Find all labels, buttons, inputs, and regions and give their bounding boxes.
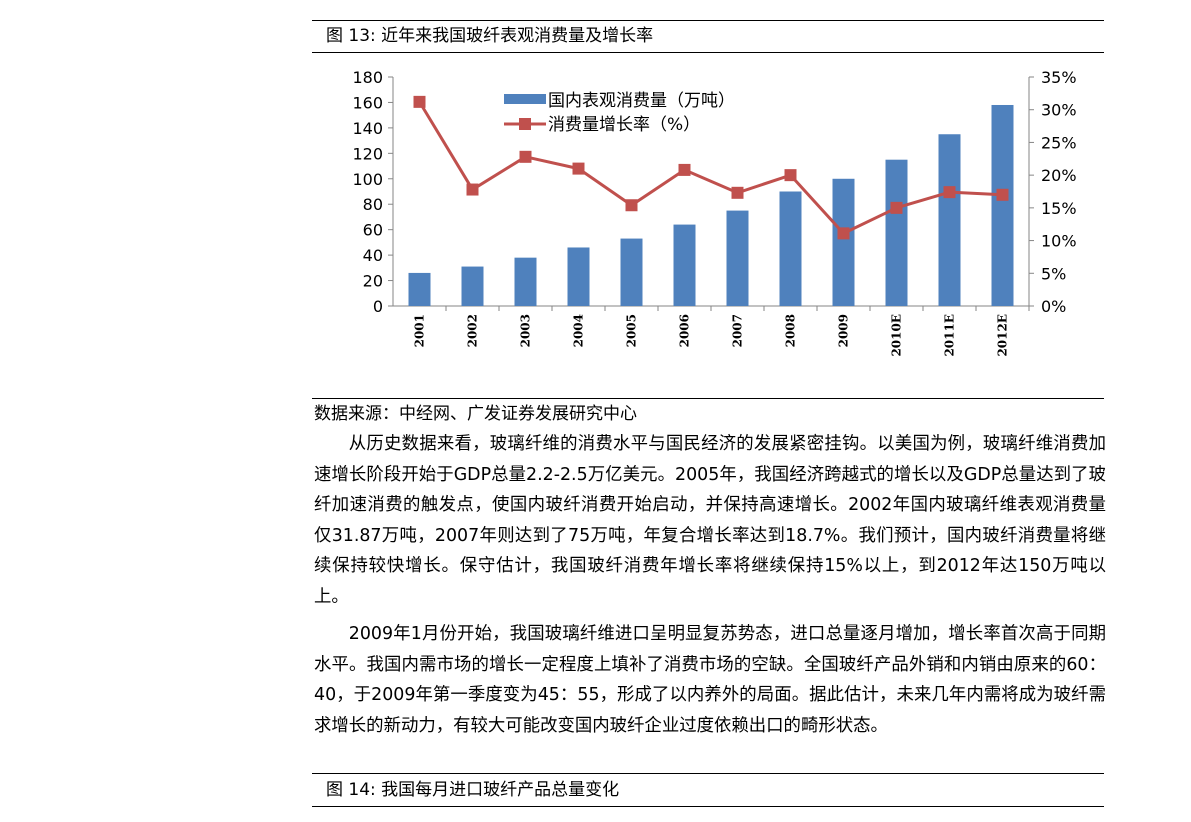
x-tick-label: 2003 <box>519 314 533 347</box>
x-tick-label: 2006 <box>678 314 692 347</box>
growth-rate-marker <box>784 169 797 182</box>
x-tick-label: 2008 <box>784 314 798 347</box>
right-tick-label: 10% <box>1041 232 1077 251</box>
consumption-bar <box>779 191 802 306</box>
right-tick-label: 35% <box>1041 68 1077 87</box>
growth-rate-marker <box>731 186 744 199</box>
x-tick-label: 2002 <box>466 314 480 347</box>
left-tick-label: 80 <box>363 195 383 214</box>
growth-rate-marker <box>413 95 426 108</box>
growth-rate-marker <box>837 227 850 240</box>
legend-line-label: 消费量增长率（%） <box>548 115 700 135</box>
consumption-bar <box>991 104 1014 306</box>
growth-rate-marker <box>943 186 956 199</box>
data-source: 数据来源：中经网、广发证券发展研究中心 <box>314 404 637 424</box>
growth-rate-marker <box>890 201 903 214</box>
left-tick-label: 60 <box>363 221 383 240</box>
figure14-top-rule <box>312 773 1104 774</box>
left-tick-label: 20 <box>363 272 383 291</box>
x-tick-label: 2009 <box>837 314 851 347</box>
right-tick-label: 30% <box>1041 101 1077 120</box>
consumption-bar <box>832 178 855 306</box>
consumption-bar <box>567 247 590 306</box>
growth-rate-marker <box>678 163 691 176</box>
consumption-bar <box>885 159 908 306</box>
growth-rate-marker <box>572 162 585 175</box>
growth-rate-marker <box>625 199 638 212</box>
consumption-bar <box>514 257 537 306</box>
right-tick-label: 15% <box>1041 199 1077 218</box>
paragraph-2: 2009年1月份开始，我国玻璃纤维进口呈明显复苏势态，进口总量逐月增加，增长率首… <box>314 624 1106 736</box>
right-tick-label: 5% <box>1041 264 1066 283</box>
consumption-bar <box>726 210 749 306</box>
right-tick-label: 0% <box>1041 297 1066 316</box>
figure14-title-rule <box>312 806 1104 807</box>
consumption-bar <box>673 224 696 306</box>
consumption-bar <box>461 266 484 306</box>
body-text: 从历史数据来看，玻璃纤维的消费水平与国民经济的发展紧密挂钩。以美国为例，玻璃纤维… <box>314 429 1106 612</box>
legend-bar-label: 国内表观消费量（万吨） <box>548 91 735 111</box>
x-tick-label: 2011E <box>943 314 957 357</box>
right-tick-label: 20% <box>1041 166 1077 185</box>
left-tick-label: 0 <box>373 297 383 316</box>
consumption-bar <box>938 134 961 306</box>
left-tick-label: 40 <box>363 246 383 265</box>
x-tick-label: 2010E <box>890 314 904 357</box>
x-tick-label: 2012E <box>996 314 1010 357</box>
x-tick-label: 2007 <box>731 314 745 347</box>
body-text-2: 2009年1月份开始，我国玻璃纤维进口呈明显复苏势态，进口总量逐月增加，增长率首… <box>314 619 1106 741</box>
growth-rate-marker <box>996 188 1009 201</box>
figure13-title-rule <box>312 52 1104 53</box>
growth-rate-marker <box>466 183 479 196</box>
x-tick-label: 2001 <box>413 314 427 347</box>
figure13-top-rule <box>312 20 1104 21</box>
growth-rate-line <box>418 101 1003 235</box>
legend-line-marker <box>519 118 531 130</box>
figure14-title: 图 14: 我国每月进口玻纤产品总量变化 <box>326 780 620 800</box>
legend-bar-swatch <box>504 94 546 104</box>
left-tick-label: 100 <box>352 170 383 189</box>
consumption-bar <box>620 238 643 306</box>
growth-rate-marker <box>519 150 532 163</box>
paragraph-1: 从历史数据来看，玻璃纤维的消费水平与国民经济的发展紧密挂钩。以美国为例，玻璃纤维… <box>314 434 1106 607</box>
figure13-title: 图 13: 近年来我国玻纤表观消费量及增长率 <box>326 26 654 46</box>
consumption-chart: 0 20 40 60 80 100 120 140 160 180 0% 5% 10% 15% 20% 25%… <box>352 68 1077 357</box>
consumption-bar <box>408 272 431 306</box>
left-tick-label: 120 <box>352 144 383 163</box>
x-tick-label: 2004 <box>572 314 586 347</box>
left-tick-label: 140 <box>352 119 383 138</box>
right-tick-label: 25% <box>1041 133 1077 152</box>
x-tick-label: 2005 <box>625 314 639 347</box>
left-tick-label: 160 <box>352 93 383 112</box>
figure13-bottom-rule <box>312 398 1104 399</box>
left-tick-label: 180 <box>352 68 383 87</box>
